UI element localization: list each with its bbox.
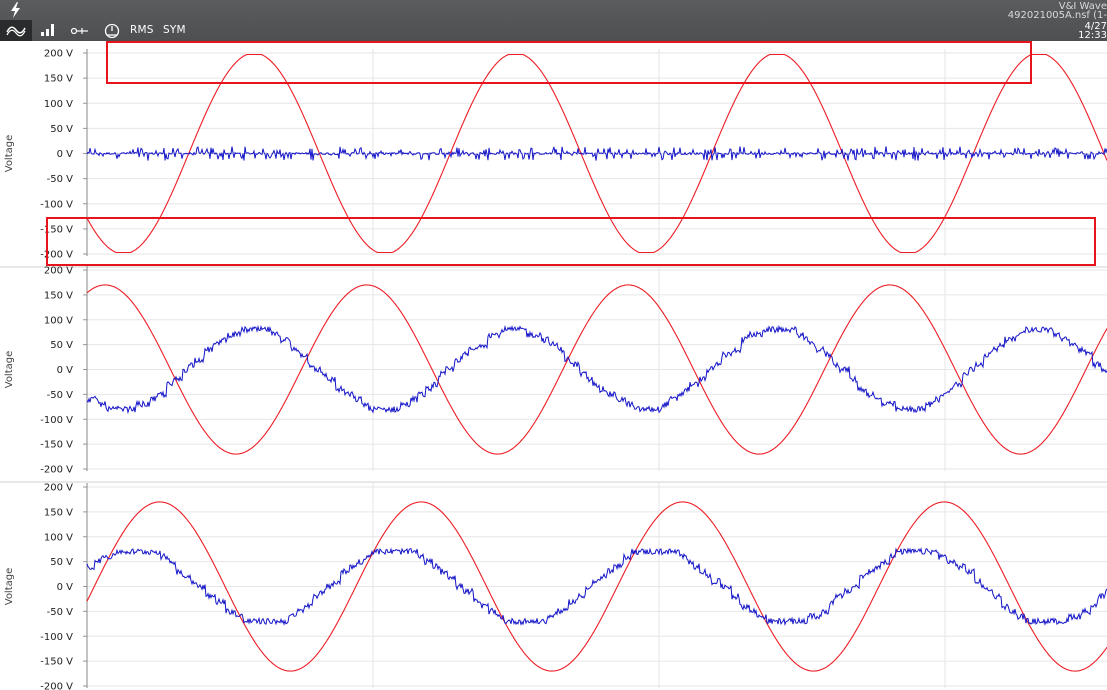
y-tick-label: -50 V	[47, 390, 74, 401]
voltage-trace-3	[86, 501, 1107, 672]
y-tick-label: -50 V	[47, 607, 74, 618]
y-tick-label: -50 V	[47, 174, 74, 185]
y-tick-label: -200 V	[40, 465, 73, 476]
y-tick-label: 0 V	[57, 582, 74, 593]
rms-button[interactable]: RMS	[130, 24, 154, 36]
y-tick-label: 150 V	[44, 74, 73, 85]
waveform-plots-svg: 200 V 150 V 100 V 50 V 0 V -50 V -100 V -150 V -…	[0, 49, 1107, 690]
y-axis-label: Voltage	[4, 351, 15, 389]
secondary-trace-1	[86, 146, 1107, 161]
y-tick-label: -150 V	[40, 657, 73, 668]
probe-icon[interactable]	[70, 25, 90, 37]
y-tick-label: 0 V	[57, 149, 74, 160]
secondary-trace-2	[86, 324, 1107, 415]
y-tick-label: -100 V	[40, 199, 73, 210]
voltage-panel-2: 200 V 150 V 100 V 50 V 0 V -50 V -100 V -150 V -…	[0, 266, 1107, 476]
y-tick-label: 200 V	[44, 266, 73, 277]
y-tick-label: -150 V	[40, 224, 73, 235]
y-tick-label: -150 V	[40, 440, 73, 451]
voltage-panel-1: 200 V 150 V 100 V 50 V 0 V -50 V -100 V -150 V -…	[4, 49, 1107, 261]
y-tick-label: 100 V	[44, 315, 73, 326]
record-time: 12:33	[1078, 30, 1107, 41]
y-tick-label: 150 V	[44, 507, 73, 518]
y-tick-label: -200 V	[40, 682, 73, 690]
waveform-plots: 200 V 150 V 100 V 50 V 0 V -50 V -100 V -150 V -…	[0, 41, 1107, 690]
voltage-trace-1	[86, 53, 1107, 254]
waveform-icon	[6, 26, 26, 37]
voltage-trace-2	[86, 284, 1107, 455]
highlight-box-top	[106, 41, 1032, 84]
y-tick-label: 0 V	[57, 365, 74, 376]
file-name: 492021005A.nsf (1-	[1007, 10, 1107, 21]
highlight-box-bottom	[46, 217, 1096, 266]
y-tick-label: 50 V	[50, 340, 73, 351]
gauge-icon[interactable]	[104, 23, 120, 38]
waveform-tab[interactable]	[0, 20, 32, 41]
sym-button[interactable]: SYM	[163, 24, 186, 36]
y-tick-label: -200 V	[40, 250, 73, 261]
y-tick-label: 50 V	[50, 124, 73, 135]
bar-chart-icon[interactable]	[40, 23, 56, 36]
y-tick-label: -100 V	[40, 632, 73, 643]
y-tick-label: 150 V	[44, 290, 73, 301]
top-toolbar: RMS SYM V&I Wave 492021005A.nsf (1- 4/27…	[0, 0, 1107, 41]
y-tick-label: -100 V	[40, 415, 73, 426]
secondary-trace-3	[86, 547, 1107, 627]
info-title: V&I Wave	[1058, 1, 1107, 12]
y-tick-label: 100 V	[44, 532, 73, 543]
voltage-panel-3: 200 V 150 V 100 V 50 V 0 V -50 V -100 V -150 V -…	[0, 481, 1107, 690]
y-axis-label: Voltage	[4, 135, 15, 173]
y-tick-label: 100 V	[44, 99, 73, 110]
y-tick-label: 200 V	[44, 49, 73, 60]
y-tick-label: 200 V	[44, 483, 73, 494]
y-axis-label: Voltage	[4, 568, 15, 606]
record-date: 4/27	[1084, 21, 1107, 32]
y-tick-label: 50 V	[50, 557, 73, 568]
bolt-icon[interactable]	[8, 1, 24, 19]
